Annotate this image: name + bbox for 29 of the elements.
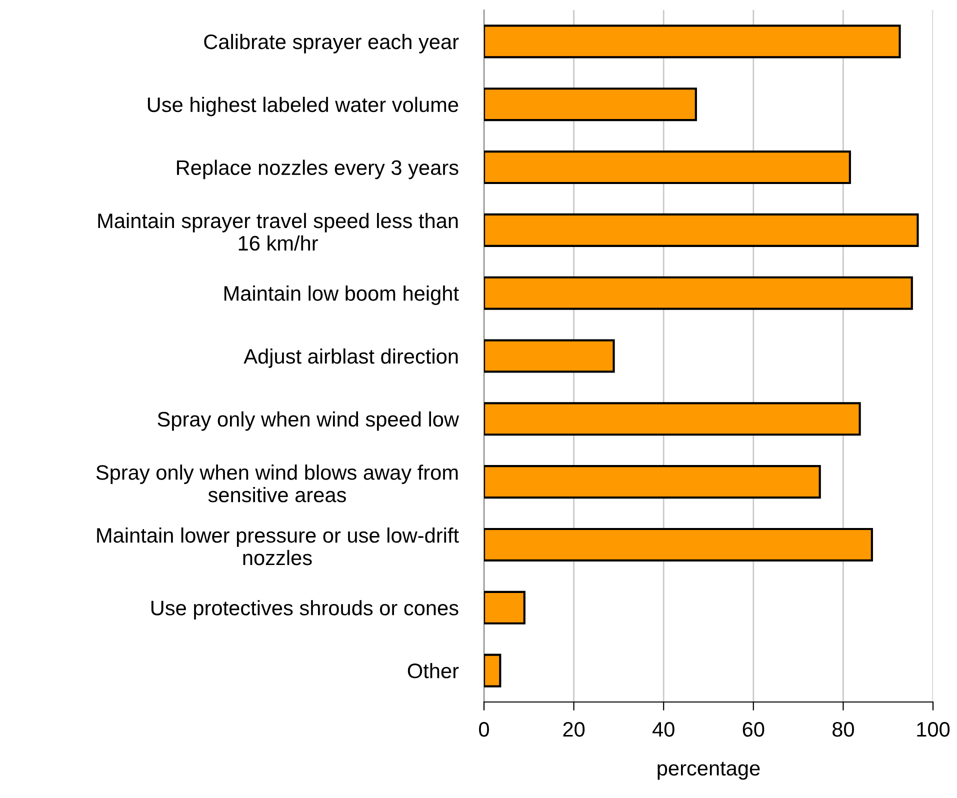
bar [484, 276, 913, 310]
bar [484, 213, 919, 247]
bar [484, 339, 615, 373]
y-tick-label: Use highest labeled water volume [148, 96, 458, 116]
x-tick-label: 20 [563, 722, 585, 737]
y-tick-label: Maintain sprayer travel speed less than 16 km/hr [98, 212, 458, 251]
x-tick-label: 0 [479, 722, 489, 737]
y-tick-label: Spray only when wind blows away from sensitive areas [96, 464, 458, 502]
y-tick-label: Maintain low boom height [224, 286, 459, 305]
bar [484, 590, 526, 624]
bar [484, 24, 901, 58]
bar [484, 88, 697, 122]
x-tick-label: 80 [832, 722, 854, 737]
bar [484, 528, 873, 562]
bar [484, 150, 851, 184]
bar [484, 654, 502, 688]
x-tick-label: 60 [742, 722, 764, 737]
x-tick-label: 40 [652, 722, 674, 737]
y-tick-label: Calibrate sprayer each year [204, 34, 459, 54]
y-tick-label: Spray only when wind speed low [158, 411, 460, 431]
x-axis-title: percentage [658, 762, 760, 780]
y-tick-label: Maintain lower pressure or use low-drift nozzles [97, 527, 459, 566]
y-tick-label: Other [408, 662, 459, 678]
y-tick-label: Adjust airblast direction [244, 348, 458, 368]
y-tick-label: Replace nozzles every 3 years [177, 160, 458, 180]
y-tick-label: Use protectives shrouds or cones [151, 600, 458, 620]
x-tick-label: 100 [917, 722, 950, 737]
bar [484, 402, 861, 436]
bar [484, 465, 821, 499]
